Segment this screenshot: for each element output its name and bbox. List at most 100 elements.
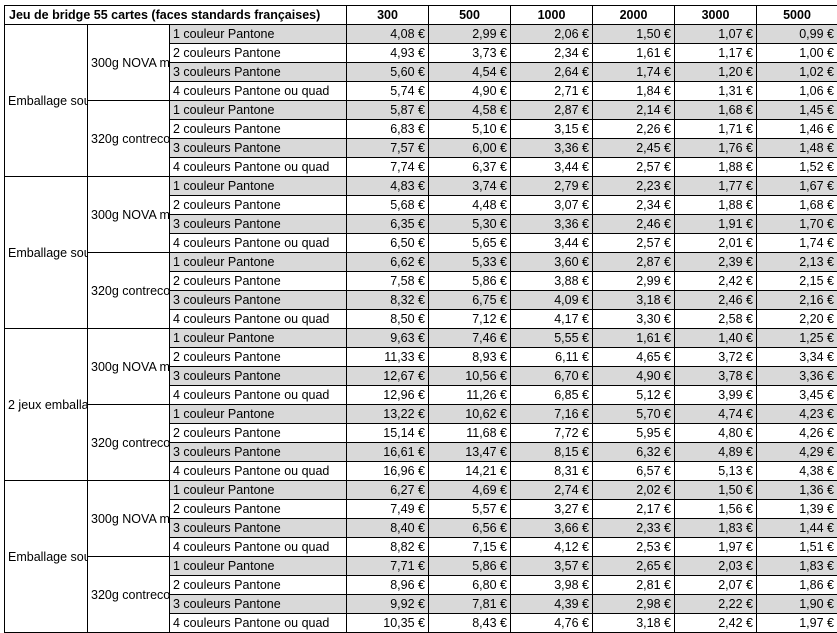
price-cell: 13,22 € bbox=[346, 404, 429, 424]
paper-label: 300g NOVA monobjet bbox=[87, 176, 170, 253]
price-cell: 3,88 € bbox=[510, 271, 593, 291]
price-cell: 6,50 € bbox=[346, 233, 429, 253]
price-cell: 2,46 € bbox=[674, 290, 757, 310]
price-cell: 2,15 € bbox=[756, 271, 837, 291]
price-cell: 1,39 € bbox=[756, 499, 837, 519]
price-cell: 1,61 € bbox=[592, 328, 675, 348]
price-cell: 5,30 € bbox=[428, 214, 511, 234]
price-cell: 2,42 € bbox=[674, 613, 757, 633]
price-cell: 2,16 € bbox=[756, 290, 837, 310]
quantity-header: 300 bbox=[346, 5, 429, 25]
price-cell: 3,36 € bbox=[510, 138, 593, 158]
table-row: 3 couleurs Pantone 5,60 €4,54 €2,64 €1,74… bbox=[5, 62, 837, 82]
price-cell: 4,54 € bbox=[428, 62, 511, 82]
price-cell: 1,31 € bbox=[674, 81, 757, 101]
price-cell: 11,33 € bbox=[346, 347, 429, 367]
price-cell: 2,71 € bbox=[510, 81, 593, 101]
price-table: Jeu de bridge 55 cartes (faces standards… bbox=[4, 5, 837, 633]
table-row: 2 couleurs Pantone 8,96 €6,80 €3,98 €2,81… bbox=[5, 575, 837, 595]
price-cell: 2,02 € bbox=[592, 480, 675, 500]
price-cell: 1,07 € bbox=[674, 24, 757, 44]
paper-label: 320g contrecollé bbox=[87, 404, 170, 481]
price-cell: 3,73 € bbox=[428, 43, 511, 63]
price-cell: 3,18 € bbox=[592, 613, 675, 633]
color-option: 3 couleurs Pantone bbox=[169, 290, 347, 310]
price-cell: 6,32 € bbox=[592, 442, 675, 462]
table-row: Emballage sous cellophane + boîte plasti… bbox=[4, 176, 837, 329]
paper-label: 320g contrecollé bbox=[87, 556, 170, 633]
price-cell: 1,74 € bbox=[756, 233, 837, 253]
table-row: 3 couleurs Pantone 9,92 €7,81 €4,39 €2,98… bbox=[5, 594, 837, 614]
table-row: 2 couleurs Pantone 15,14 €11,68 €7,72 €5,… bbox=[5, 423, 837, 443]
paper-label: 320g contrecollé bbox=[87, 100, 170, 177]
price-cell: 8,40 € bbox=[346, 518, 429, 538]
table-row: 3 couleurs Pantone 16,61 €13,47 €8,15 €6,… bbox=[5, 442, 837, 462]
price-cell: 2,07 € bbox=[674, 575, 757, 595]
price-cell: 4,89 € bbox=[674, 442, 757, 462]
price-cell: 1,67 € bbox=[756, 176, 837, 196]
price-cell: 16,96 € bbox=[346, 461, 429, 481]
color-option: 2 couleurs Pantone bbox=[169, 499, 347, 519]
table-row: 4 couleurs Pantone ou quad 8,50 €7,12 €4,… bbox=[5, 309, 837, 329]
price-cell: 4,12 € bbox=[510, 537, 593, 557]
price-cell: 4,65 € bbox=[592, 347, 675, 367]
price-cell: 1,25 € bbox=[756, 328, 837, 348]
price-cell: 3,30 € bbox=[592, 309, 675, 329]
price-cell: 2,13 € bbox=[756, 252, 837, 272]
price-cell: 9,63 € bbox=[346, 328, 429, 348]
price-cell: 6,27 € bbox=[346, 480, 429, 500]
price-cell: 1,44 € bbox=[756, 518, 837, 538]
price-cell: 1,48 € bbox=[756, 138, 837, 158]
price-cell: 6,37 € bbox=[428, 157, 511, 177]
price-cell: 6,85 € bbox=[510, 385, 593, 405]
price-cell: 5,13 € bbox=[674, 461, 757, 481]
price-cell: 10,62 € bbox=[428, 404, 511, 424]
price-cell: 1,74 € bbox=[592, 62, 675, 82]
color-option: 4 couleurs Pantone ou quad bbox=[169, 461, 347, 481]
table-row: 4 couleurs Pantone ou quad 6,50 €5,65 €3,… bbox=[5, 233, 837, 253]
price-cell: 11,68 € bbox=[428, 423, 511, 443]
price-cell: 5,10 € bbox=[428, 119, 511, 139]
price-cell: 2,17 € bbox=[592, 499, 675, 519]
price-cell: 3,44 € bbox=[510, 157, 593, 177]
price-cell: 4,58 € bbox=[428, 100, 511, 120]
price-cell: 10,56 € bbox=[428, 366, 511, 386]
color-option: 4 couleurs Pantone ou quad bbox=[169, 613, 347, 633]
price-cell: 1,88 € bbox=[674, 157, 757, 177]
header-row: Jeu de bridge 55 cartes (faces standards… bbox=[4, 5, 837, 25]
price-cell: 5,65 € bbox=[428, 233, 511, 253]
price-cell: 3,15 € bbox=[510, 119, 593, 139]
price-cell: 2,57 € bbox=[592, 233, 675, 253]
table-row: 2 couleurs Pantone 4,93 €3,73 €2,34 €1,61… bbox=[5, 43, 837, 63]
price-cell: 2,58 € bbox=[674, 309, 757, 329]
price-cell: 2,99 € bbox=[428, 24, 511, 44]
price-cell: 2,98 € bbox=[592, 594, 675, 614]
price-cell: 8,43 € bbox=[428, 613, 511, 633]
color-option: 3 couleurs Pantone bbox=[169, 594, 347, 614]
packaging-label: Emballage sous cellophane + boîte plasti… bbox=[4, 176, 88, 329]
price-cell: 2,74 € bbox=[510, 480, 593, 500]
price-cell: 6,11 € bbox=[510, 347, 593, 367]
price-cell: 5,68 € bbox=[346, 195, 429, 215]
price-cell: 1,61 € bbox=[592, 43, 675, 63]
price-cell: 4,93 € bbox=[346, 43, 429, 63]
price-cell: 8,82 € bbox=[346, 537, 429, 557]
price-cell: 2,06 € bbox=[510, 24, 593, 44]
price-cell: 1,20 € bbox=[674, 62, 757, 82]
price-cell: 3,74 € bbox=[428, 176, 511, 196]
color-option: 4 couleurs Pantone ou quad bbox=[169, 81, 347, 101]
color-option: 1 couleur Pantone bbox=[169, 176, 347, 196]
price-cell: 2,99 € bbox=[592, 271, 675, 291]
price-cell: 4,39 € bbox=[510, 594, 593, 614]
price-cell: 1,91 € bbox=[674, 214, 757, 234]
price-cell: 16,61 € bbox=[346, 442, 429, 462]
price-cell: 3,78 € bbox=[674, 366, 757, 386]
color-option: 3 couleurs Pantone bbox=[169, 62, 347, 82]
table-row: 2 couleurs Pantone 11,33 €8,93 €6,11 €4,6… bbox=[5, 347, 837, 367]
price-cell: 3,36 € bbox=[510, 214, 593, 234]
price-cell: 1,83 € bbox=[756, 556, 837, 576]
price-cell: 1,86 € bbox=[756, 575, 837, 595]
price-cell: 4,17 € bbox=[510, 309, 593, 329]
